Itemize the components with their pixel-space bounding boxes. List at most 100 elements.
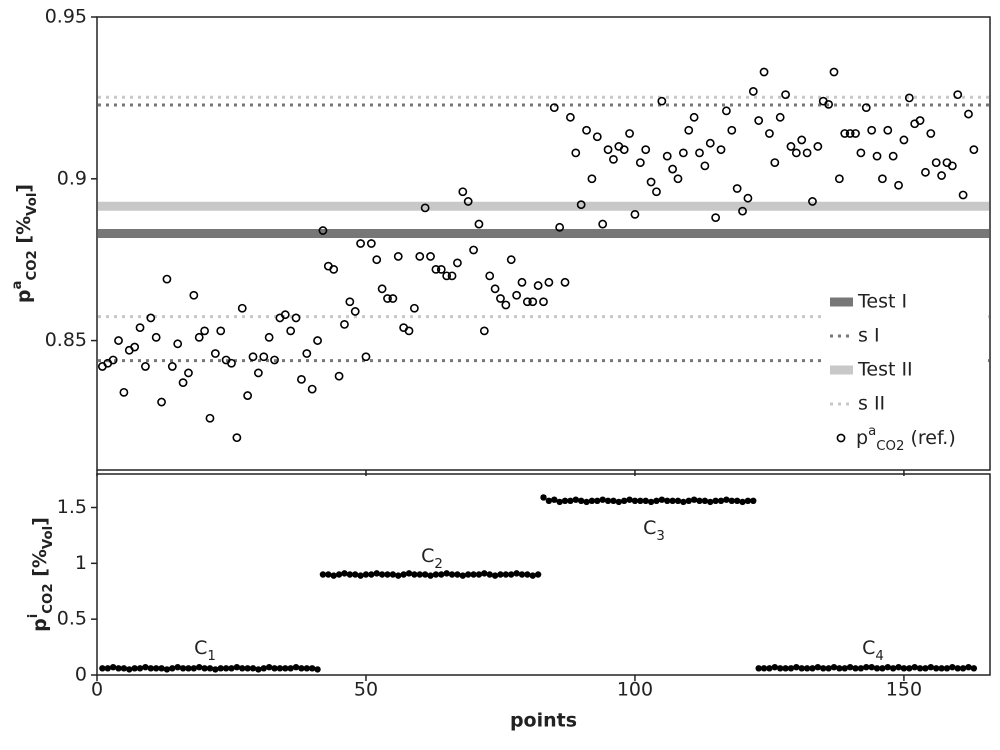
data-point	[545, 497, 553, 504]
data-point	[680, 498, 687, 506]
data-point	[534, 571, 542, 578]
data-point	[856, 148, 866, 158]
data-point	[189, 290, 199, 300]
data-point	[147, 665, 154, 672]
data-point	[733, 497, 741, 504]
annotation: C4	[862, 637, 884, 664]
data-point	[657, 96, 667, 106]
data-point	[652, 187, 661, 197]
y-axis-label-part: ]	[13, 184, 35, 193]
data-point	[878, 174, 887, 184]
data-point	[669, 497, 676, 504]
y-axis-label-part: [%	[29, 549, 51, 583]
data-point	[959, 665, 967, 672]
data-point	[787, 665, 795, 672]
data-point	[459, 572, 467, 579]
data-point	[475, 571, 483, 578]
data-point	[508, 571, 515, 578]
data-point	[771, 663, 779, 671]
data-point	[115, 665, 122, 672]
y-tick-label: 0.85	[45, 329, 87, 351]
data-point	[287, 665, 294, 672]
data-point	[346, 571, 354, 578]
y-tick-label: 0	[75, 664, 87, 686]
y-axis-label: paCO2 [%Vol]	[10, 184, 40, 303]
data-point	[813, 142, 823, 151]
data-point	[142, 663, 149, 671]
data-point	[174, 663, 181, 671]
data-point	[707, 498, 714, 506]
data-point	[158, 665, 165, 672]
data-point	[739, 498, 746, 506]
data-point	[603, 145, 613, 155]
x-tick-label: 150	[886, 679, 922, 701]
data-point	[732, 184, 742, 193]
data-point	[716, 145, 726, 155]
data-point	[104, 665, 111, 672]
data-point	[366, 239, 376, 248]
data-point	[836, 665, 843, 672]
legend-label: s II	[858, 393, 885, 415]
data-point	[674, 497, 682, 504]
data-point	[400, 571, 407, 578]
data-point	[754, 116, 764, 125]
data-point	[334, 371, 344, 381]
data-point	[947, 161, 957, 171]
data-point	[567, 497, 574, 504]
data-point	[717, 497, 725, 504]
data-point	[750, 497, 757, 504]
data-point	[889, 665, 897, 672]
data-point	[131, 665, 138, 672]
data-point	[635, 158, 645, 168]
data-point	[695, 148, 704, 158]
y-axis-label-part: p	[13, 290, 35, 304]
data-point	[857, 665, 865, 672]
data-point	[673, 174, 683, 184]
data-point	[448, 571, 456, 578]
data-point	[829, 67, 839, 77]
data-point	[776, 665, 784, 672]
data-point	[255, 666, 262, 673]
data-point	[286, 326, 296, 336]
data-point	[533, 281, 543, 290]
data-point	[895, 663, 902, 671]
data-point	[253, 368, 263, 378]
data-point	[738, 206, 747, 216]
data-point	[490, 284, 500, 294]
data-point	[486, 571, 493, 578]
data-point	[906, 665, 913, 672]
data-point	[298, 665, 305, 672]
data-point	[565, 112, 575, 122]
data-point	[319, 571, 327, 578]
data-point	[357, 572, 364, 579]
legend-label: s I	[858, 325, 880, 347]
data-point	[577, 497, 585, 504]
data-point	[438, 571, 445, 578]
data-point	[755, 665, 762, 672]
data-point	[653, 497, 660, 504]
data-point	[233, 663, 241, 671]
data-point	[243, 391, 253, 400]
data-point	[846, 663, 854, 671]
x-tick-label: 0	[91, 679, 103, 701]
data-point	[911, 663, 918, 671]
data-point	[292, 663, 300, 671]
data-point	[512, 290, 522, 300]
data-point	[249, 665, 257, 672]
y-tick-label: 0.95	[45, 6, 87, 28]
data-point	[851, 129, 860, 138]
data-point	[802, 148, 812, 158]
data-point	[668, 164, 678, 174]
data-point	[227, 358, 236, 368]
data-point	[169, 665, 176, 672]
x-tick-label: 50	[354, 679, 378, 701]
data-point	[873, 665, 881, 672]
y-tick-label: 0.9	[57, 167, 87, 189]
data-point	[201, 665, 208, 672]
y-axis-label-sub: CO2	[41, 583, 56, 613]
data-point	[571, 148, 581, 158]
data-point	[797, 135, 807, 145]
data-point	[352, 571, 359, 578]
data-point	[420, 203, 430, 213]
annotation-sub: 3	[656, 529, 664, 544]
